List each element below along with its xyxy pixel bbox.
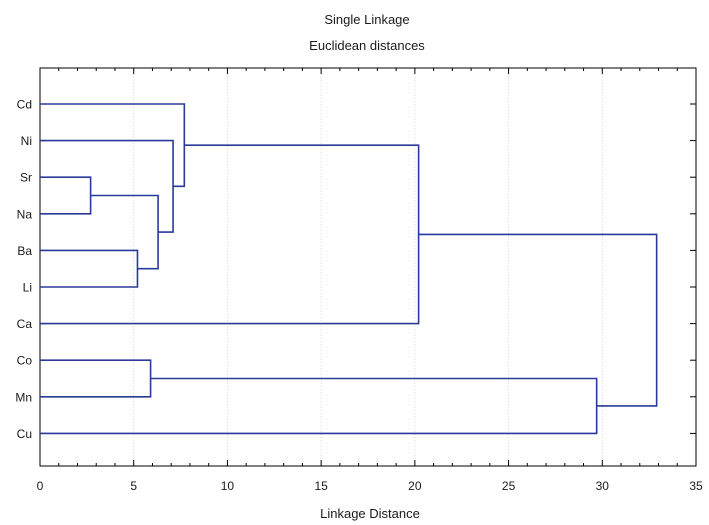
leaf-label: Cu <box>17 427 32 441</box>
x-tick-label: 5 <box>130 479 137 493</box>
plot-area <box>39 67 697 467</box>
x-tick-label: 0 <box>37 479 44 493</box>
dendrogram-branch <box>418 233 658 407</box>
x-tick-label: 20 <box>408 479 422 493</box>
leaf-label: Ba <box>17 244 32 258</box>
leaf-label: Ni <box>21 134 32 148</box>
leaf-label: Sr <box>20 171 32 185</box>
dendrogram-branch <box>40 249 139 288</box>
dendrogram-branches <box>40 103 658 435</box>
leaf-label: Na <box>17 207 33 221</box>
leaf-label: Cd <box>17 98 32 112</box>
x-axis-tick-labels: 0 5 10 15 20 25 30 35 <box>37 479 703 493</box>
dendrogram-branch <box>40 176 92 215</box>
x-tick-label: 25 <box>502 479 516 493</box>
x-tick-label: 30 <box>596 479 610 493</box>
dendrogram-branch <box>90 194 159 270</box>
dendrogram-branch <box>40 139 174 233</box>
leaf-label: Ca <box>17 317 33 331</box>
chart-subtitle: Euclidean distances <box>309 38 425 53</box>
leaf-labels: Cd Ni Sr Na Ba Li Ca Co Mn Cu <box>15 98 32 441</box>
dendrogram-branch <box>40 377 598 435</box>
x-tick-label: 10 <box>221 479 235 493</box>
chart-title: Single Linkage <box>324 12 409 27</box>
x-tick-label: 35 <box>689 479 703 493</box>
grid-lines <box>133 68 603 466</box>
x-axis-label: Linkage Distance <box>320 506 420 521</box>
x-tick-label: 15 <box>314 479 328 493</box>
leaf-label: Li <box>23 281 32 295</box>
leaf-label: Mn <box>15 390 32 404</box>
leaf-label: Co <box>17 354 33 368</box>
dendrogram-branch <box>40 103 186 188</box>
dendrogram-branch <box>40 144 420 325</box>
